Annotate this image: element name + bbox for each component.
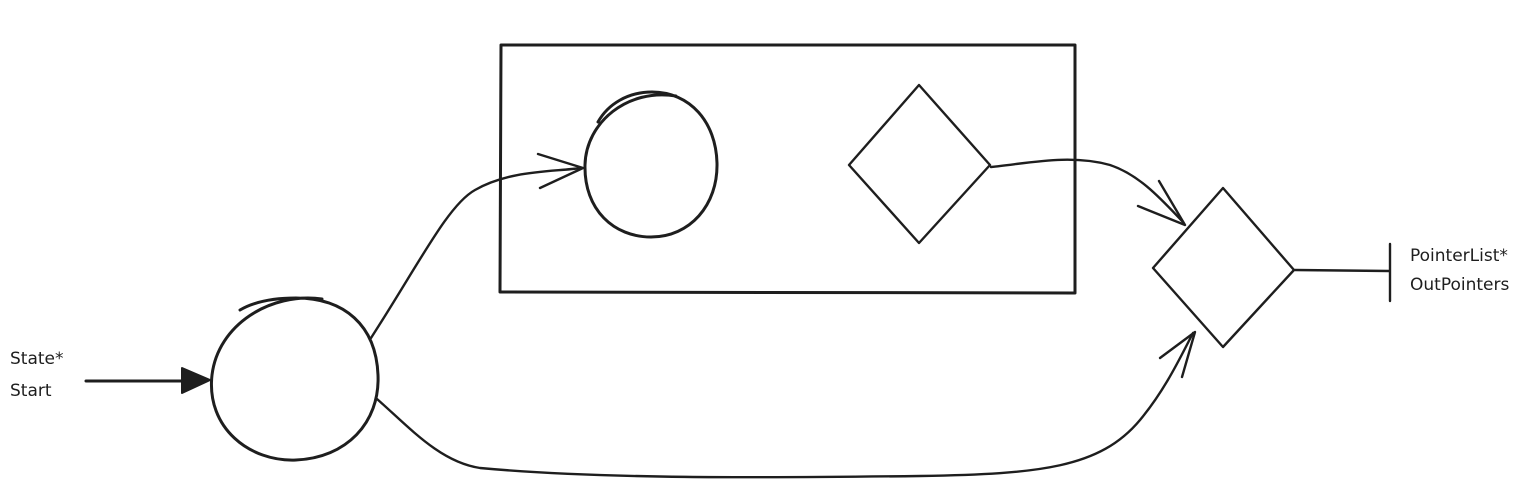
inner-state-node	[583, 90, 719, 239]
edge-start-to-inner-arrowhead	[536, 152, 585, 190]
edge-inner-decision-to-output	[989, 158, 1185, 224]
start-label: State* Start	[10, 349, 69, 401]
edge-start-to-output-decision	[375, 331, 1195, 479]
edge-start-to-output-arrowhead	[1158, 330, 1197, 379]
edge-inner-decision-arrowhead	[1136, 179, 1187, 227]
output-line	[1293, 268, 1391, 273]
inner-decision-node	[847, 83, 992, 245]
start-label-type: State*	[10, 349, 64, 369]
output-label-name: OutPointers	[1410, 275, 1509, 295]
group-container	[498, 43, 1077, 295]
output-label: PointerList* OutPointers	[1410, 246, 1513, 295]
start-label-name: Start	[10, 381, 52, 401]
entry-arrowhead	[181, 367, 211, 394]
output-label-type: PointerList*	[1410, 246, 1508, 266]
start-state-node	[209, 296, 380, 462]
edge-start-to-inner-state	[369, 166, 583, 340]
output-decision-node	[1151, 186, 1296, 349]
